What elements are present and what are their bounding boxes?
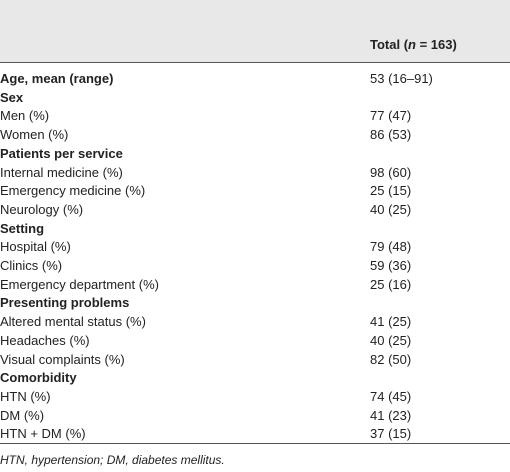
value-cell: 41 (23) bbox=[370, 407, 412, 423]
row-label: Internal medicine (%) bbox=[0, 164, 123, 180]
value-cell: 25 (15) bbox=[370, 183, 412, 199]
row-label: Neurology (%) bbox=[0, 201, 84, 217]
value-cell: 59 (36) bbox=[370, 258, 412, 273]
row-label: Clinics (%) bbox=[0, 258, 63, 273]
section-heading: Presenting problems bbox=[0, 295, 130, 311]
value-cell: 82 (50) bbox=[370, 351, 412, 367]
table-header: Total (n = 163) bbox=[0, 0, 510, 63]
value-cell: 25 (16) bbox=[370, 276, 412, 292]
bottom-rule bbox=[0, 443, 510, 444]
row-label: Emergency medicine (%) bbox=[0, 183, 146, 199]
header-text: = 163) bbox=[415, 37, 457, 52]
row-label: HTN + DM (%) bbox=[0, 426, 86, 442]
column-header: Total (n = 163) bbox=[370, 36, 457, 54]
value-cell: 74 (45) bbox=[370, 388, 412, 404]
value-cell: 86 (53) bbox=[370, 127, 412, 143]
section-heading: Comorbidity bbox=[0, 370, 77, 386]
footnote: HTN, hypertension; DM, diabetes mellitus… bbox=[0, 453, 225, 467]
section-heading: Setting bbox=[0, 220, 45, 236]
value-cell: 41 (25) bbox=[370, 314, 412, 330]
value-cell: 40 (25) bbox=[370, 201, 412, 217]
row-label: Hospital (%) bbox=[0, 239, 71, 255]
row-label: DM (%) bbox=[0, 407, 45, 423]
section-heading: Age, mean (range) bbox=[0, 71, 114, 86]
value-cell: 77 (47) bbox=[370, 108, 412, 124]
value-cell: 53 (16–91) bbox=[370, 71, 433, 86]
value-cell: 98 (60) bbox=[370, 164, 412, 180]
row-label: HTN (%) bbox=[0, 388, 51, 404]
row-label: Emergency department (%) bbox=[0, 276, 159, 292]
row-label: Visual complaints (%) bbox=[0, 351, 125, 367]
section-heading: Sex bbox=[0, 89, 24, 105]
value-cell: 79 (48) bbox=[370, 239, 412, 255]
row-label: Men (%) bbox=[0, 108, 50, 124]
value-cell: 37 (15) bbox=[370, 426, 412, 442]
value-cell: 40 (25) bbox=[370, 332, 412, 348]
header-text: n bbox=[408, 37, 416, 52]
header-text: Total ( bbox=[370, 37, 409, 52]
row-label: Women (%) bbox=[0, 127, 69, 143]
row-label: Headaches (%) bbox=[0, 332, 90, 348]
row-label: Altered mental status (%) bbox=[0, 314, 146, 330]
section-heading: Patients per service bbox=[0, 145, 123, 161]
